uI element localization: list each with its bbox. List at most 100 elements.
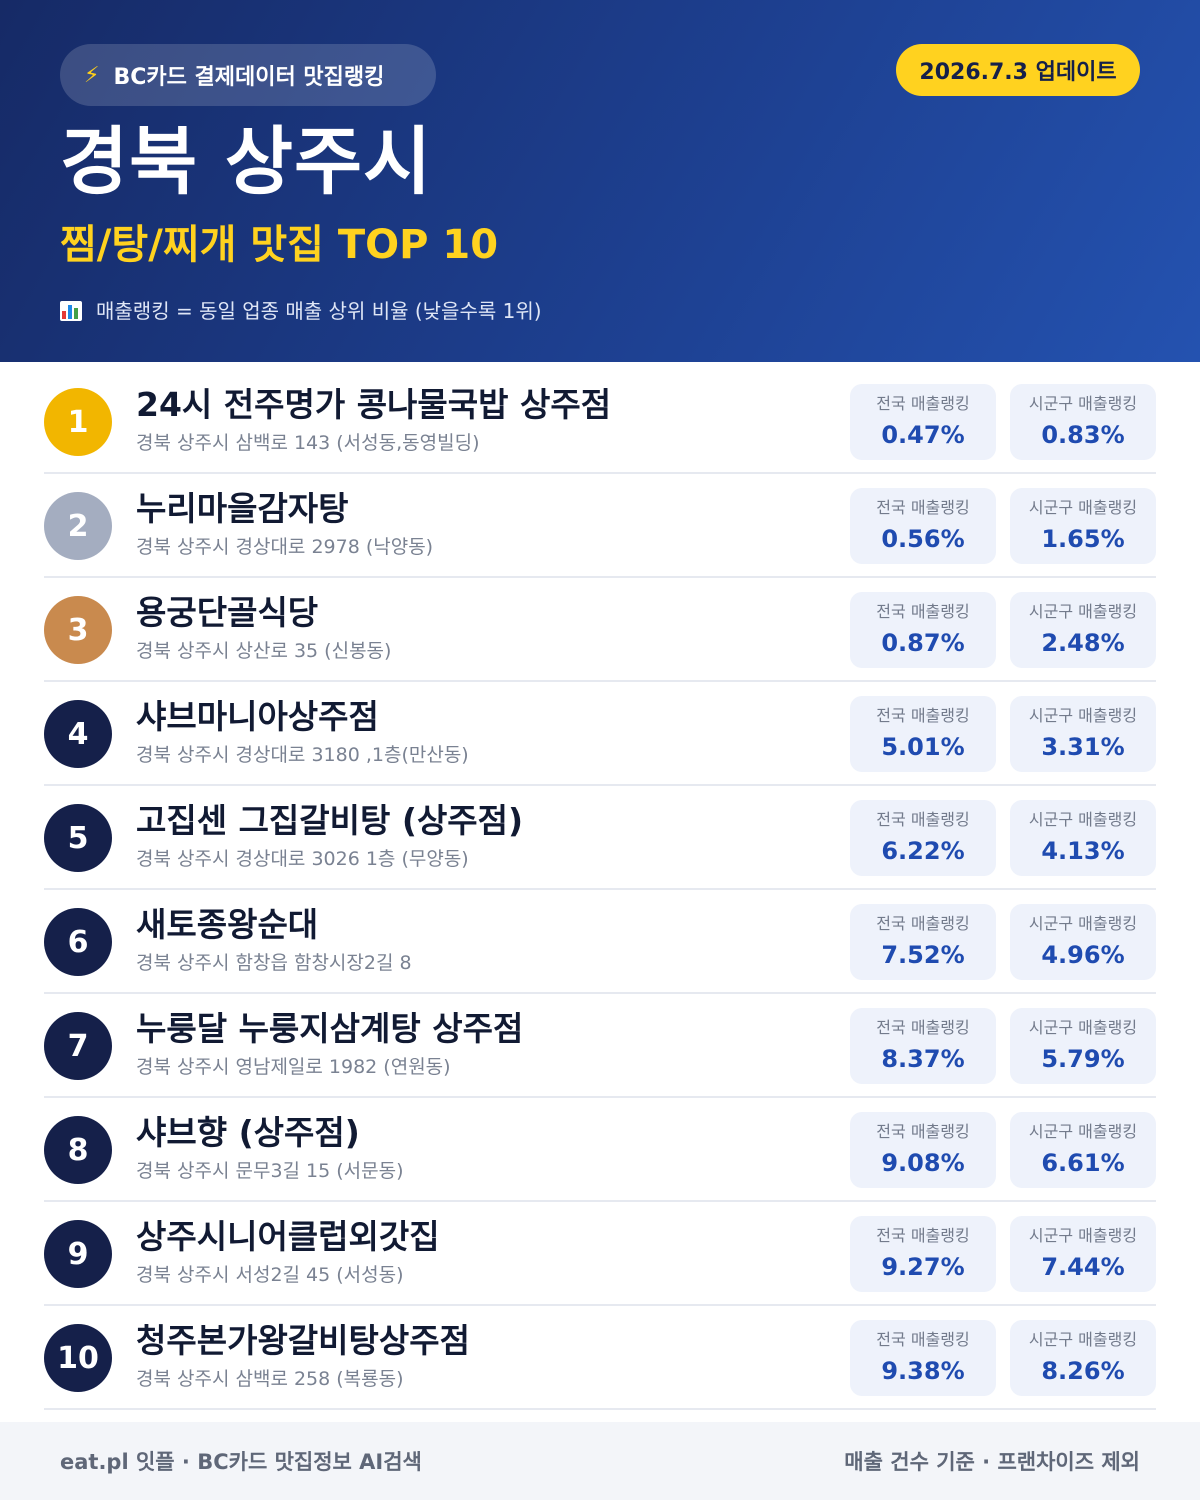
national-ranking-label: 전국 매출랭킹 bbox=[876, 1122, 970, 1141]
rank-badge: 6 bbox=[44, 908, 112, 976]
local-ranking-value: 1.65% bbox=[1041, 525, 1125, 553]
local-ranking-label: 시군구 매출랭킹 bbox=[1028, 394, 1138, 413]
national-ranking-label: 전국 매출랭킹 bbox=[876, 1018, 970, 1037]
rank-badge: 7 bbox=[44, 1012, 112, 1080]
footer: eat.pl 잇플 · BC카드 맛집정보 AI검색 매출 건수 기준 · 프랜… bbox=[0, 1422, 1200, 1500]
local-ranking-box: 시군구 매출랭킹 0.83% bbox=[1010, 384, 1156, 460]
national-ranking-value: 9.27% bbox=[881, 1253, 965, 1281]
local-ranking-value: 5.79% bbox=[1041, 1045, 1125, 1073]
local-ranking-value: 0.83% bbox=[1041, 421, 1125, 449]
source-pill: ⚡ BC카드 결제데이터 맛집랭킹 bbox=[60, 44, 436, 106]
national-ranking-label: 전국 매출랭킹 bbox=[876, 1226, 970, 1245]
local-ranking-value: 4.13% bbox=[1041, 837, 1125, 865]
local-ranking-box: 시군구 매출랭킹 4.96% bbox=[1010, 904, 1156, 980]
restaurant-name[interactable]: 상주시니어클럽외갓집 bbox=[136, 1217, 440, 1256]
list-item[interactable]: 5 고집센 그집갈비탕 (상주점) 경북 상주시 경상대로 3026 1층 (무양동… bbox=[44, 786, 1156, 890]
national-ranking-label: 전국 매출랭킹 bbox=[876, 810, 970, 829]
national-ranking-value: 0.47% bbox=[881, 421, 965, 449]
national-ranking-label: 전국 매출랭킹 bbox=[876, 394, 970, 413]
restaurant-name[interactable]: 누룽달 누룽지삼계탕 상주점 bbox=[136, 1009, 524, 1048]
category-title: 찜/탕/찌개 맛집 TOP 10 bbox=[60, 222, 499, 268]
footer-source: eat.pl 잇플 · BC카드 맛집정보 AI검색 bbox=[60, 1450, 422, 1474]
national-ranking-value: 9.08% bbox=[881, 1149, 965, 1177]
rank-badge: 2 bbox=[44, 492, 112, 560]
rank-badge: 4 bbox=[44, 700, 112, 768]
source-label: BC카드 결제데이터 맛집랭킹 bbox=[113, 65, 385, 90]
rank-badge: 10 bbox=[44, 1324, 112, 1392]
rank-badge: 1 bbox=[44, 388, 112, 456]
national-ranking-box: 전국 매출랭킹 6.22% bbox=[850, 800, 996, 876]
national-ranking-box: 전국 매출랭킹 0.87% bbox=[850, 592, 996, 668]
local-ranking-value: 8.26% bbox=[1041, 1357, 1125, 1385]
local-ranking-box: 시군구 매출랭킹 8.26% bbox=[1010, 1320, 1156, 1396]
restaurant-address: 경북 상주시 경상대로 3180 ,1층(만산동) bbox=[136, 744, 469, 766]
rank-badge: 9 bbox=[44, 1220, 112, 1288]
local-ranking-box: 시군구 매출랭킹 1.65% bbox=[1010, 488, 1156, 564]
national-ranking-label: 전국 매출랭킹 bbox=[876, 498, 970, 517]
restaurant-name[interactable]: 24시 전주명가 콩나물국밥 상주점 bbox=[136, 385, 612, 424]
local-ranking-label: 시군구 매출랭킹 bbox=[1028, 498, 1138, 517]
local-ranking-box: 시군구 매출랭킹 6.61% bbox=[1010, 1112, 1156, 1188]
restaurant-name[interactable]: 누리마을감자탕 bbox=[136, 489, 349, 528]
national-ranking-box: 전국 매출랭킹 9.27% bbox=[850, 1216, 996, 1292]
local-ranking-box: 시군구 매출랭킹 3.31% bbox=[1010, 696, 1156, 772]
local-ranking-value: 6.61% bbox=[1041, 1149, 1125, 1177]
national-ranking-box: 전국 매출랭킹 8.37% bbox=[850, 1008, 996, 1084]
rank-badge: 5 bbox=[44, 804, 112, 872]
local-ranking-box: 시군구 매출랭킹 2.48% bbox=[1010, 592, 1156, 668]
local-ranking-label: 시군구 매출랭킹 bbox=[1028, 1122, 1138, 1141]
restaurant-name[interactable]: 샤브마니아상주점 bbox=[136, 697, 379, 736]
restaurant-name[interactable]: 새토종왕순대 bbox=[136, 905, 319, 944]
restaurant-address: 경북 상주시 문무3길 15 (서문동) bbox=[136, 1160, 404, 1182]
restaurant-address: 경북 상주시 상산로 35 (신봉동) bbox=[136, 640, 392, 662]
header-banner: ⚡ BC카드 결제데이터 맛집랭킹 2026.7.3 업데이트 경북 상주시 찜… bbox=[0, 0, 1200, 362]
lightning-icon: ⚡ bbox=[84, 62, 100, 88]
restaurant-name[interactable]: 청주본가왕갈비탕상주점 bbox=[136, 1321, 470, 1360]
national-ranking-box: 전국 매출랭킹 5.01% bbox=[850, 696, 996, 772]
restaurant-name[interactable]: 샤브향 (상주점) bbox=[136, 1113, 360, 1152]
national-ranking-box: 전국 매출랭킹 7.52% bbox=[850, 904, 996, 980]
restaurant-name[interactable]: 고집센 그집갈비탕 (상주점) bbox=[136, 801, 524, 840]
national-ranking-value: 6.22% bbox=[881, 837, 965, 865]
national-ranking-box: 전국 매출랭킹 9.08% bbox=[850, 1112, 996, 1188]
local-ranking-label: 시군구 매출랭킹 bbox=[1028, 810, 1138, 829]
restaurant-address: 경북 상주시 삼백로 143 (서성동,동영빌딩) bbox=[136, 432, 480, 454]
national-ranking-value: 8.37% bbox=[881, 1045, 965, 1073]
local-ranking-label: 시군구 매출랭킹 bbox=[1028, 706, 1138, 725]
restaurant-name[interactable]: 용궁단골식당 bbox=[136, 593, 319, 632]
rank-badge: 8 bbox=[44, 1116, 112, 1184]
local-ranking-label: 시군구 매출랭킹 bbox=[1028, 1226, 1138, 1245]
list-item[interactable]: 8 샤브향 (상주점) 경북 상주시 문무3길 15 (서문동) 전국 매출랭킹 9.0… bbox=[44, 1098, 1156, 1202]
local-ranking-value: 4.96% bbox=[1041, 941, 1125, 969]
national-ranking-value: 5.01% bbox=[881, 733, 965, 761]
update-badge: 2026.7.3 업데이트 bbox=[896, 44, 1140, 96]
list-item[interactable]: 6 새토종왕순대 경북 상주시 함창읍 함창시장2길 8 전국 매출랭킹 7.52% 시군… bbox=[44, 890, 1156, 994]
local-ranking-value: 2.48% bbox=[1041, 629, 1125, 657]
local-ranking-value: 3.31% bbox=[1041, 733, 1125, 761]
national-ranking-value: 0.56% bbox=[881, 525, 965, 553]
national-ranking-box: 전국 매출랭킹 0.47% bbox=[850, 384, 996, 460]
national-ranking-value: 9.38% bbox=[881, 1357, 965, 1385]
national-ranking-label: 전국 매출랭킹 bbox=[876, 914, 970, 933]
restaurant-address: 경북 상주시 영남제일로 1982 (연원동) bbox=[136, 1056, 451, 1078]
ranking-note: 매출랭킹 = 동일 업종 매출 상위 비율 (낮을수록 1위) bbox=[60, 296, 542, 326]
local-ranking-value: 7.44% bbox=[1041, 1253, 1125, 1281]
restaurant-address: 경북 상주시 서성2길 45 (서성동) bbox=[136, 1264, 404, 1286]
region-title: 경북 상주시 bbox=[60, 119, 433, 205]
rank-badge: 3 bbox=[44, 596, 112, 664]
restaurant-address: 경북 상주시 삼백로 258 (복룡동) bbox=[136, 1368, 404, 1390]
bar-chart-icon bbox=[60, 301, 82, 321]
local-ranking-label: 시군구 매출랭킹 bbox=[1028, 1330, 1138, 1349]
national-ranking-label: 전국 매출랭킹 bbox=[876, 1330, 970, 1349]
local-ranking-box: 시군구 매출랭킹 5.79% bbox=[1010, 1008, 1156, 1084]
ranking-note-text: 매출랭킹 = 동일 업종 매출 상위 비율 (낮을수록 1위) bbox=[96, 299, 542, 323]
restaurant-address: 경북 상주시 경상대로 2978 (낙양동) bbox=[136, 536, 434, 558]
